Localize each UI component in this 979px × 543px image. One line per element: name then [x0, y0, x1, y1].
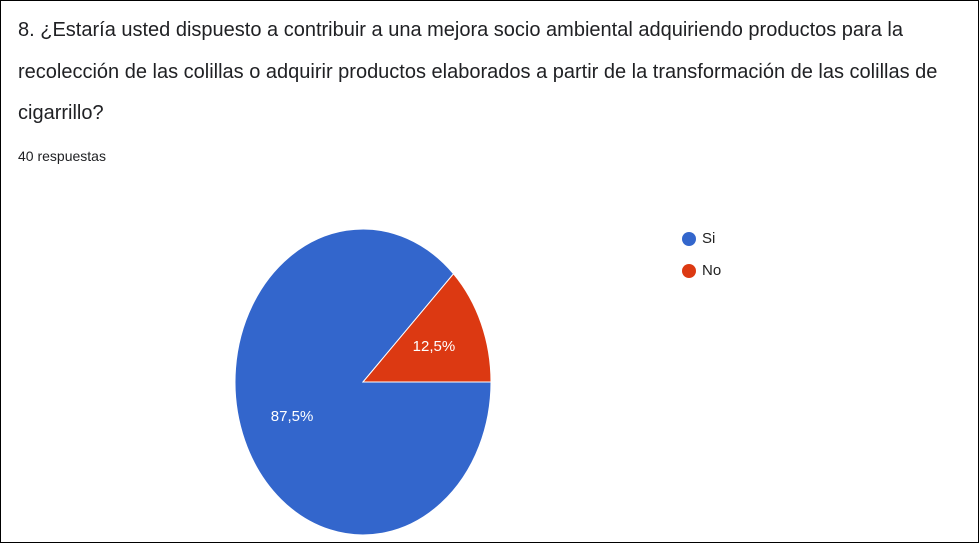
- legend-label: Si: [702, 230, 715, 247]
- question-title: 8. ¿Estaría usted dispuesto a contribuir…: [18, 19, 938, 124]
- pie-slice: [361, 273, 492, 383]
- response-count: 40 respuestas: [18, 148, 106, 164]
- slice-label: 12,5%: [413, 338, 456, 355]
- slice-label: 87,5%: [271, 408, 314, 425]
- legend-marker: [682, 232, 696, 246]
- legend-label: No: [702, 262, 721, 279]
- legend-marker: [682, 264, 696, 278]
